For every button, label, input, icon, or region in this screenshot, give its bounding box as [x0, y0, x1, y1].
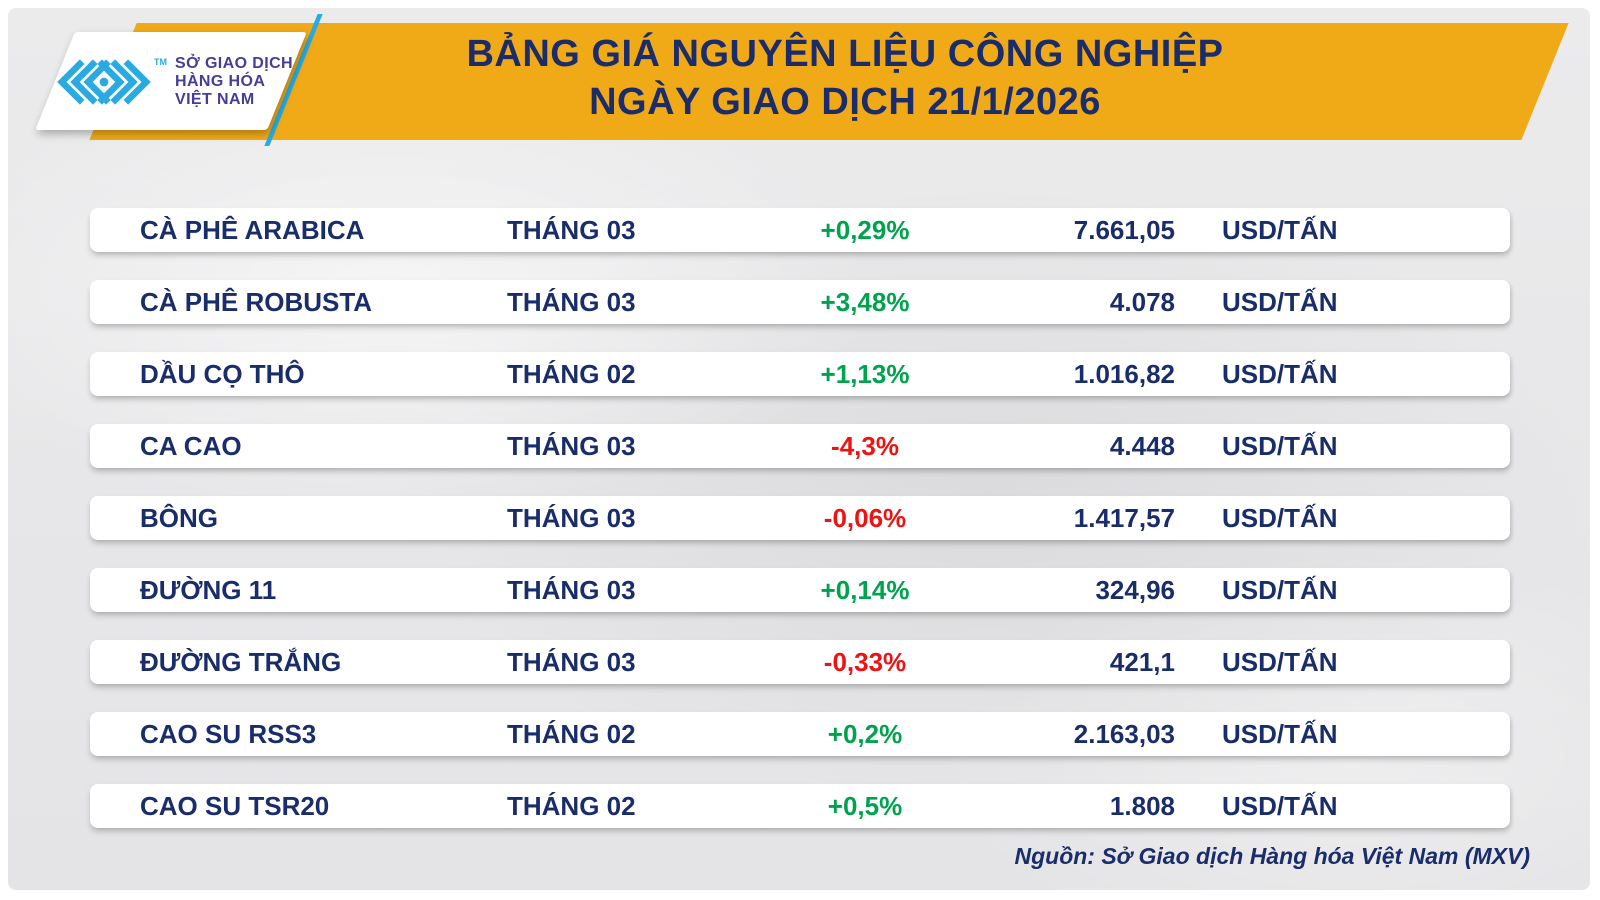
price-table: CÀ PHÊ ARABICA THÁNG 03 +0,29% 7.661,05 … — [90, 208, 1510, 828]
commodity-name: CAO SU TSR20 — [140, 790, 330, 821]
commodity-name: BÔNG — [140, 502, 218, 533]
page-title-line2: NGÀY GIAO DỊCH 21/1/2026 — [589, 81, 1101, 123]
contract-month: THÁNG 03 — [507, 646, 636, 677]
price-unit: USD/TẤN — [1222, 502, 1338, 533]
price-change-percent: +3,48% — [820, 286, 910, 317]
contract-month: THÁNG 03 — [507, 574, 636, 605]
table-row: DẦU CỌ THÔ THÁNG 02 +1,13% 1.016,82 USD/… — [90, 352, 1510, 396]
commodity-name: CÀ PHÊ ROBUSTA — [140, 286, 373, 317]
commodity-name: ĐƯỜNG 11 — [140, 574, 277, 605]
price-change-percent: +0,29% — [820, 214, 910, 245]
trademark-label: TM — [154, 57, 167, 67]
price-unit: USD/TẤN — [1222, 430, 1338, 461]
price-value: 2.163,03 — [1073, 718, 1175, 749]
contract-month: THÁNG 03 — [507, 214, 636, 245]
commodity-name: CAO SU RSS3 — [140, 718, 317, 749]
org-name: SỞ GIAO DỊCH HÀNG HÓA VIỆT NAM — [175, 55, 293, 109]
price-unit: USD/TẤN — [1222, 214, 1338, 245]
price-value: 7.661,05 — [1073, 214, 1175, 245]
org-name-line2: HÀNG HÓA — [175, 73, 266, 90]
price-value: 1.417,57 — [1073, 502, 1175, 533]
contract-month: THÁNG 02 — [507, 790, 636, 821]
org-name-line3: VIỆT NAM — [175, 91, 255, 108]
table-row: CÀ PHÊ ROBUSTA THÁNG 03 +3,48% 4.078 USD… — [90, 280, 1510, 324]
price-value: 4.078 — [1109, 286, 1175, 317]
contract-month: THÁNG 03 — [507, 502, 636, 533]
source-credit: Nguồn: Sở Giao dịch Hàng hóa Việt Nam (M… — [1014, 843, 1530, 869]
price-change-percent: +1,13% — [820, 358, 910, 389]
page-title-line1: BẢNG GIÁ NGUYÊN LIỆU CÔNG NGHIỆP — [466, 33, 1224, 75]
contract-month: THÁNG 02 — [507, 358, 636, 389]
price-change-percent: -4,3% — [831, 430, 899, 461]
page-title: BẢNG GIÁ NGUYÊN LIỆU CÔNG NGHIỆP NGÀY GI… — [145, 30, 1545, 126]
price-change-percent: -0,06% — [823, 502, 907, 533]
commodity-name: ĐƯỜNG TRẮNG — [140, 646, 342, 677]
price-unit: USD/TẤN — [1222, 718, 1338, 749]
logo-block: TM SỞ GIAO DỊCH HÀNG HÓA VIỆT NAM — [56, 52, 296, 112]
table-row: CAO SU TSR20 THÁNG 02 +0,5% 1.808 USD/TẤ… — [90, 784, 1510, 828]
commodity-name: CÀ PHÊ ARABICA — [140, 214, 365, 245]
price-unit: USD/TẤN — [1222, 790, 1338, 821]
price-change-percent: +0,2% — [827, 718, 903, 749]
table-row: ĐƯỜNG TRẮNG THÁNG 03 -0,33% 421,1 USD/TẤ… — [90, 640, 1510, 684]
contract-month: THÁNG 03 — [507, 286, 636, 317]
table-row: CA CAO THÁNG 03 -4,3% 4.448 USD/TẤN — [90, 424, 1510, 468]
price-unit: USD/TẤN — [1222, 358, 1338, 389]
org-name-line1: SỞ GIAO DỊCH — [175, 55, 294, 72]
commodity-name: CA CAO — [140, 430, 242, 461]
table-row: CÀ PHÊ ARABICA THÁNG 03 +0,29% 7.661,05 … — [90, 208, 1510, 252]
table-row: CAO SU RSS3 THÁNG 02 +0,2% 2.163,03 USD/… — [90, 712, 1510, 756]
table-row: ĐƯỜNG 11 THÁNG 03 +0,14% 324,96 USD/TẤN — [90, 568, 1510, 612]
price-unit: USD/TẤN — [1222, 574, 1338, 605]
price-value: 1.808 — [1109, 790, 1175, 821]
contract-month: THÁNG 02 — [507, 718, 636, 749]
price-unit: USD/TẤN — [1222, 286, 1338, 317]
price-change-percent: +0,5% — [827, 790, 903, 821]
price-value: 1.016,82 — [1073, 358, 1175, 389]
price-value: 4.448 — [1109, 430, 1175, 461]
commodity-name: DẦU CỌ THÔ — [140, 358, 305, 389]
price-value: 421,1 — [1109, 646, 1175, 677]
mxv-logo-icon — [57, 59, 151, 105]
price-change-percent: +0,14% — [820, 574, 910, 605]
contract-month: THÁNG 03 — [507, 430, 636, 461]
price-value: 324,96 — [1095, 574, 1175, 605]
price-unit: USD/TẤN — [1222, 646, 1338, 677]
price-change-percent: -0,33% — [823, 646, 907, 677]
table-row: BÔNG THÁNG 03 -0,06% 1.417,57 USD/TẤN — [90, 496, 1510, 540]
